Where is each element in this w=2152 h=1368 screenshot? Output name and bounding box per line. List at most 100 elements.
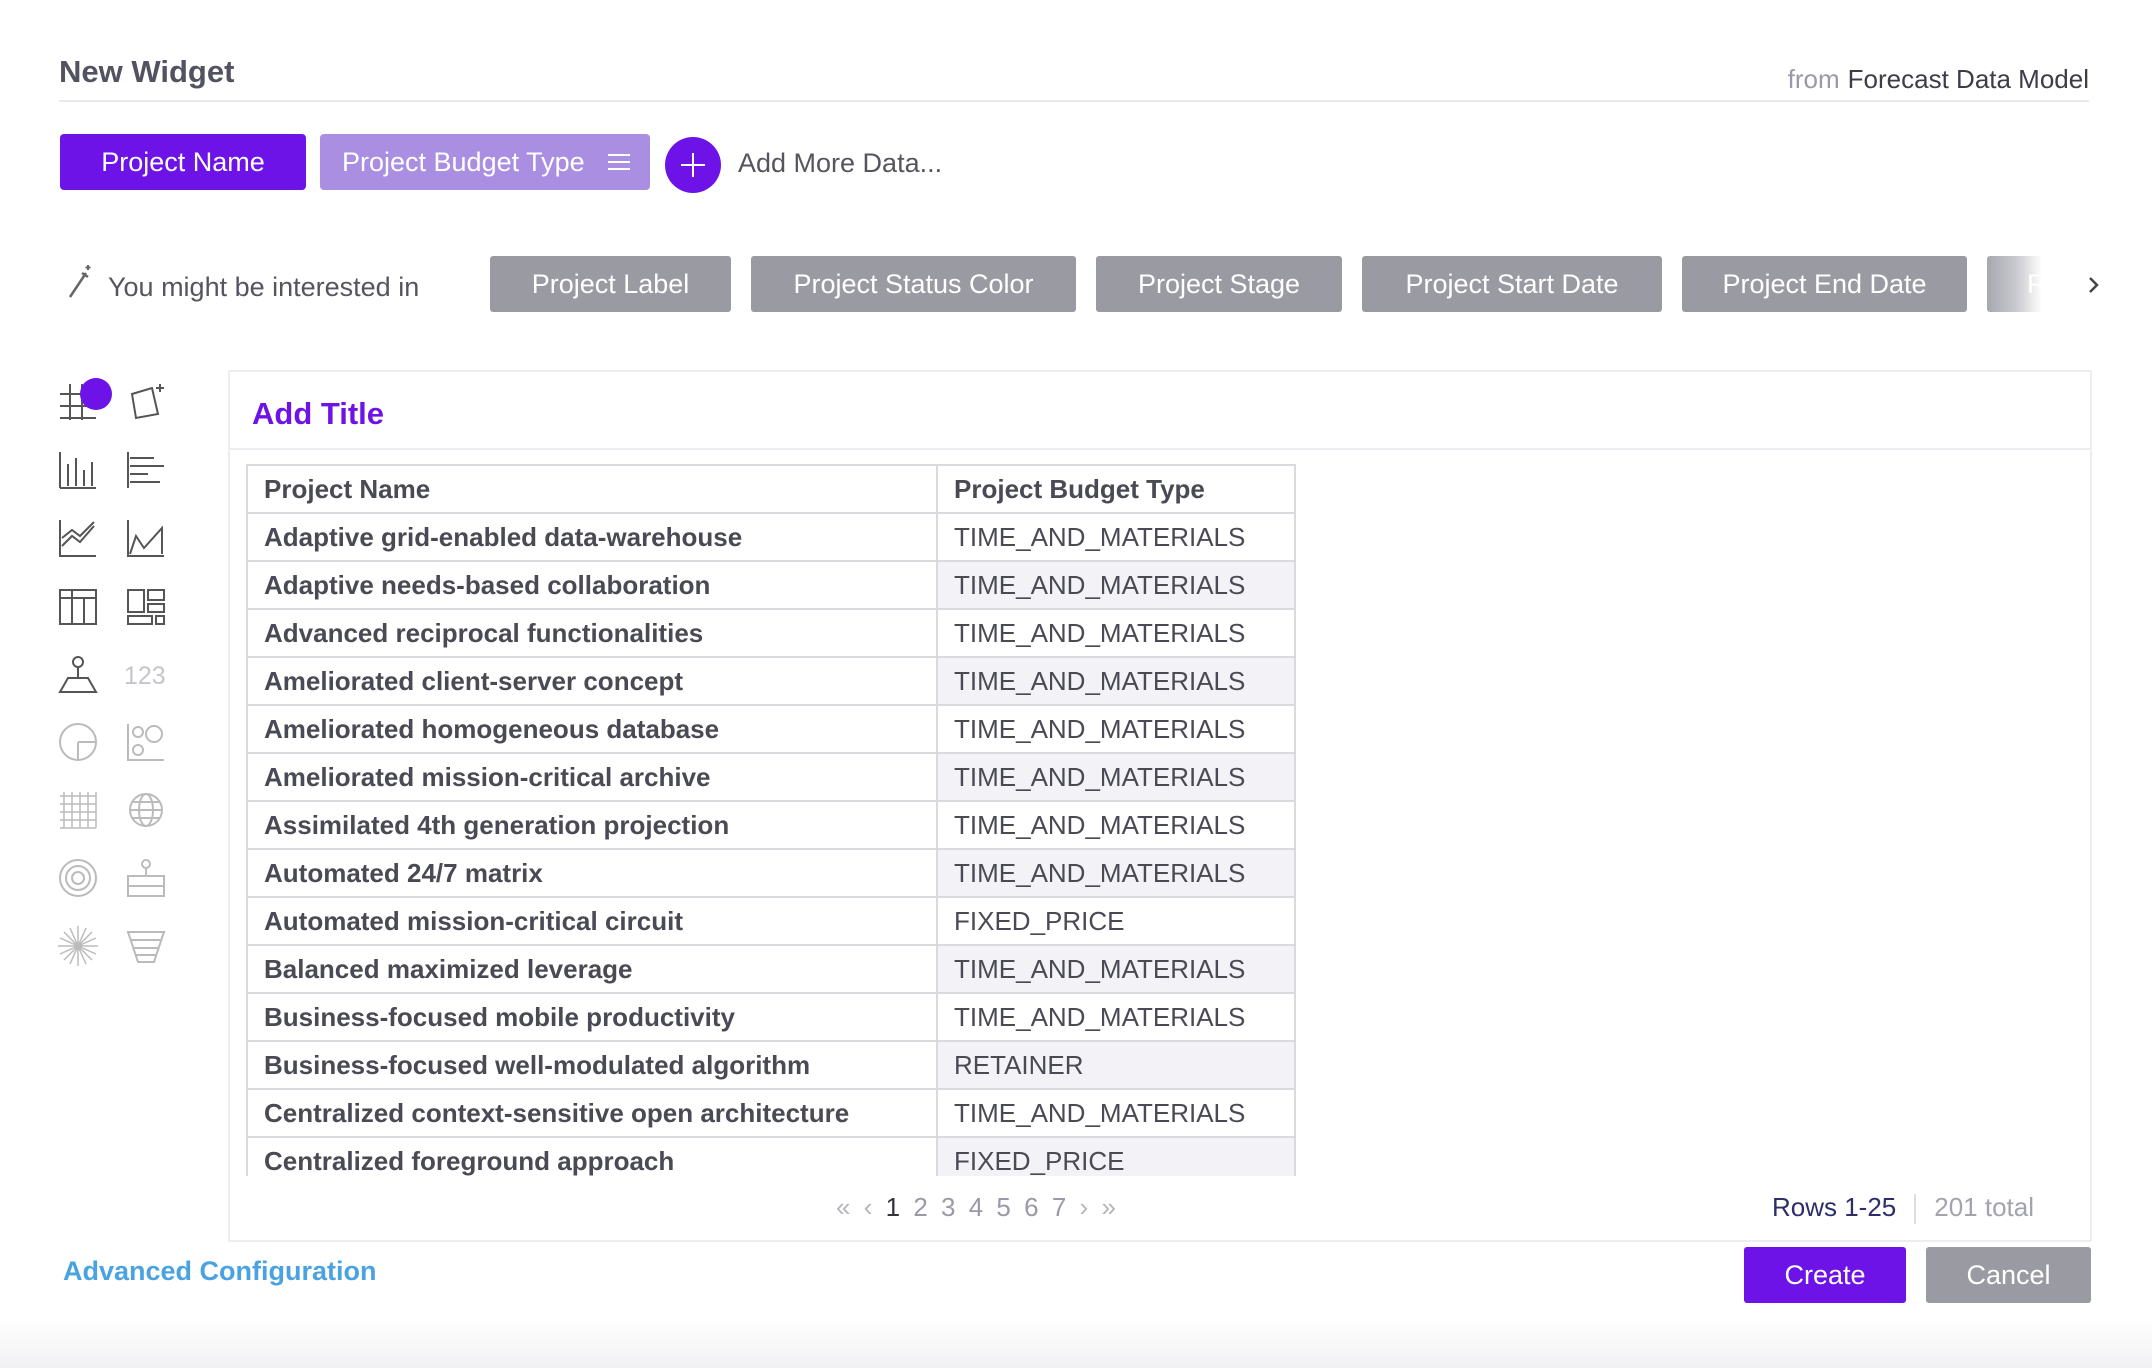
cell-budget-type: TIME_AND_MATERIALS bbox=[936, 1088, 1296, 1138]
page-5[interactable]: 5 bbox=[996, 1192, 1011, 1222]
bubble-chart-icon[interactable] bbox=[124, 720, 168, 764]
number-icon[interactable]: 123 bbox=[124, 662, 166, 690]
dashboard-layout-icon[interactable] bbox=[124, 584, 168, 628]
suggestion-project-label[interactable]: Project Label bbox=[490, 256, 731, 312]
bar-chart-icon[interactable] bbox=[56, 448, 100, 492]
table-row: Centralized foreground approach FIXED_PRI… bbox=[246, 1136, 1296, 1176]
line-chart-icon[interactable] bbox=[56, 516, 100, 560]
divider bbox=[230, 448, 2090, 450]
widget-preview-panel: Add Title Project Name Project Budget Ty… bbox=[228, 370, 2092, 1242]
data-chip-project-budget-type[interactable]: Project Budget Type bbox=[320, 134, 650, 190]
cell-project-name: Automated mission-critical circuit bbox=[246, 896, 938, 946]
cell-project-name: Balanced maximized leverage bbox=[246, 944, 938, 994]
table-row: Ameliorated mission-critical archive TIME… bbox=[246, 752, 1296, 802]
page-7[interactable]: 7 bbox=[1051, 1192, 1067, 1222]
page-1[interactable]: 1 bbox=[885, 1192, 901, 1222]
suggestion-project-stage[interactable]: Project Stage bbox=[1096, 256, 1342, 312]
cell-project-name: Centralized context-sensitive open archi… bbox=[246, 1088, 938, 1138]
source-prefix: from bbox=[1787, 64, 1840, 94]
page-6[interactable]: 6 bbox=[1024, 1192, 1039, 1222]
cell-budget-type: TIME_AND_MATERIALS bbox=[936, 560, 1296, 610]
data-chip-project-name[interactable]: Project Name bbox=[60, 134, 306, 190]
table-row: Ameliorated homogeneous database TIME_AND… bbox=[246, 704, 1296, 754]
cell-project-name: Automated 24/7 matrix bbox=[246, 848, 938, 898]
column-header-project-budget-type[interactable]: Project Budget Type bbox=[936, 464, 1296, 514]
cell-budget-type: TIME_AND_MATERIALS bbox=[936, 992, 1296, 1042]
table-row: Adaptive needs-based collaboration TIME_A… bbox=[246, 560, 1296, 610]
heatmap-icon[interactable] bbox=[56, 788, 100, 832]
cell-project-name: Business-focused well-modulated algorith… bbox=[246, 1040, 938, 1090]
add-more-data-link[interactable]: Add More Data... bbox=[738, 148, 943, 178]
rows-info: Rows 1-25 201 total bbox=[1771, 1192, 2034, 1225]
page-2[interactable]: 2 bbox=[913, 1192, 928, 1222]
rows-total: 201 total bbox=[1934, 1192, 2034, 1222]
cell-budget-type: FIXED_PRICE bbox=[936, 1136, 1296, 1176]
divider bbox=[1914, 1194, 1917, 1225]
table-row: Business-focused mobile productivity TIME… bbox=[246, 992, 1296, 1042]
column-header-project-name[interactable]: Project Name bbox=[246, 464, 938, 514]
add-title-link[interactable]: Add Title bbox=[252, 396, 385, 431]
cell-project-name: Centralized foreground approach bbox=[246, 1136, 938, 1176]
prev-page-button[interactable]: ‹ bbox=[863, 1192, 873, 1222]
advanced-configuration-link[interactable]: Advanced Configuration bbox=[63, 1256, 377, 1286]
cell-project-name: Business-focused mobile productivity bbox=[246, 992, 938, 1042]
cell-project-name: Assimilated 4th generation projection bbox=[246, 800, 938, 850]
cell-budget-type: TIME_AND_MATERIALS bbox=[936, 512, 1296, 562]
cell-project-name: Advanced reciprocal functionalities bbox=[246, 608, 938, 658]
source-model-link[interactable]: Forecast Data Model bbox=[1847, 64, 2089, 94]
data-chip-label: Project Budget Type bbox=[342, 147, 585, 177]
first-page-button[interactable]: « bbox=[836, 1192, 851, 1222]
page-3[interactable]: 3 bbox=[941, 1192, 956, 1222]
cell-budget-type: RETAINER bbox=[936, 1040, 1296, 1090]
data-table-container[interactable]: Project Name Project Budget Type Adaptiv… bbox=[246, 464, 1298, 1176]
data-source: from Forecast Data Model bbox=[1788, 64, 2089, 95]
table-row: Business-focused well-modulated algorith… bbox=[246, 1040, 1296, 1090]
cancel-button[interactable]: Cancel bbox=[1926, 1247, 2091, 1303]
radial-icon[interactable] bbox=[56, 856, 100, 900]
gauge-icon[interactable] bbox=[124, 856, 168, 900]
suggestion-project-status-color[interactable]: Project Status Color bbox=[751, 256, 1076, 312]
add-data-button[interactable] bbox=[665, 137, 721, 193]
create-button[interactable]: Create bbox=[1744, 1247, 1906, 1303]
cell-budget-type: TIME_AND_MATERIALS bbox=[936, 704, 1296, 754]
cell-budget-type: TIME_AND_MATERIALS bbox=[936, 944, 1296, 994]
plus-icon bbox=[681, 153, 705, 177]
table-grid-icon[interactable] bbox=[56, 378, 112, 424]
cell-project-name: Ameliorated client-server concept bbox=[246, 656, 938, 706]
magic-chart-icon[interactable] bbox=[124, 380, 168, 424]
cell-project-name: Ameliorated mission-critical archive bbox=[246, 752, 938, 802]
page-4[interactable]: 4 bbox=[968, 1192, 984, 1222]
selected-badge bbox=[80, 378, 112, 410]
rows-range: Rows 1-25 bbox=[1771, 1192, 1897, 1222]
map-pin-icon[interactable] bbox=[56, 652, 100, 696]
suggestion-project-end-date[interactable]: Project End Date bbox=[1682, 256, 1967, 312]
cell-budget-type: TIME_AND_MATERIALS bbox=[936, 608, 1296, 658]
cell-budget-type: FIXED_PRICE bbox=[936, 896, 1296, 946]
funnel-icon[interactable] bbox=[124, 924, 168, 968]
horizontal-bar-chart-icon[interactable] bbox=[124, 448, 168, 492]
pagination: « ‹ 1 2 3 4 5 6 7 › » bbox=[836, 1192, 1122, 1223]
next-page-button[interactable]: › bbox=[1079, 1192, 1089, 1222]
suggestion-project-start-date[interactable]: Project Start Date bbox=[1362, 256, 1662, 312]
cell-project-name: Ameliorated homogeneous database bbox=[246, 704, 938, 754]
suggestions-intro: You might be interested in bbox=[108, 272, 420, 302]
burst-icon[interactable] bbox=[56, 924, 100, 968]
table-row: Automated mission-critical circuit FIXED_… bbox=[246, 896, 1296, 946]
table-row: Automated 24/7 matrix TIME_AND_MATERIALS bbox=[246, 848, 1296, 898]
pie-chart-icon[interactable] bbox=[56, 720, 100, 764]
chevron-right-icon[interactable] bbox=[2084, 272, 2104, 298]
area-chart-icon[interactable] bbox=[124, 516, 168, 560]
table-header-row: Project Name Project Budget Type bbox=[246, 464, 1296, 514]
table-row: Balanced maximized leverage TIME_AND_MATE… bbox=[246, 944, 1296, 994]
table-body: Adaptive grid-enabled data-warehouse TIME… bbox=[246, 512, 1296, 1176]
menu-icon[interactable] bbox=[608, 154, 630, 170]
globe-icon[interactable] bbox=[124, 788, 168, 832]
cell-project-name: Adaptive grid-enabled data-warehouse bbox=[246, 512, 938, 562]
pivot-table-icon[interactable] bbox=[56, 584, 100, 628]
table-row: Assimilated 4th generation projection TIM… bbox=[246, 800, 1296, 850]
cell-budget-type: TIME_AND_MATERIALS bbox=[936, 656, 1296, 706]
table-row: Centralized context-sensitive open archi… bbox=[246, 1088, 1296, 1138]
table-row: Advanced reciprocal functionalities TIME_… bbox=[246, 608, 1296, 658]
suggestion-truncated[interactable]: Ra bbox=[1987, 256, 2060, 312]
last-page-button[interactable]: » bbox=[1101, 1192, 1116, 1222]
